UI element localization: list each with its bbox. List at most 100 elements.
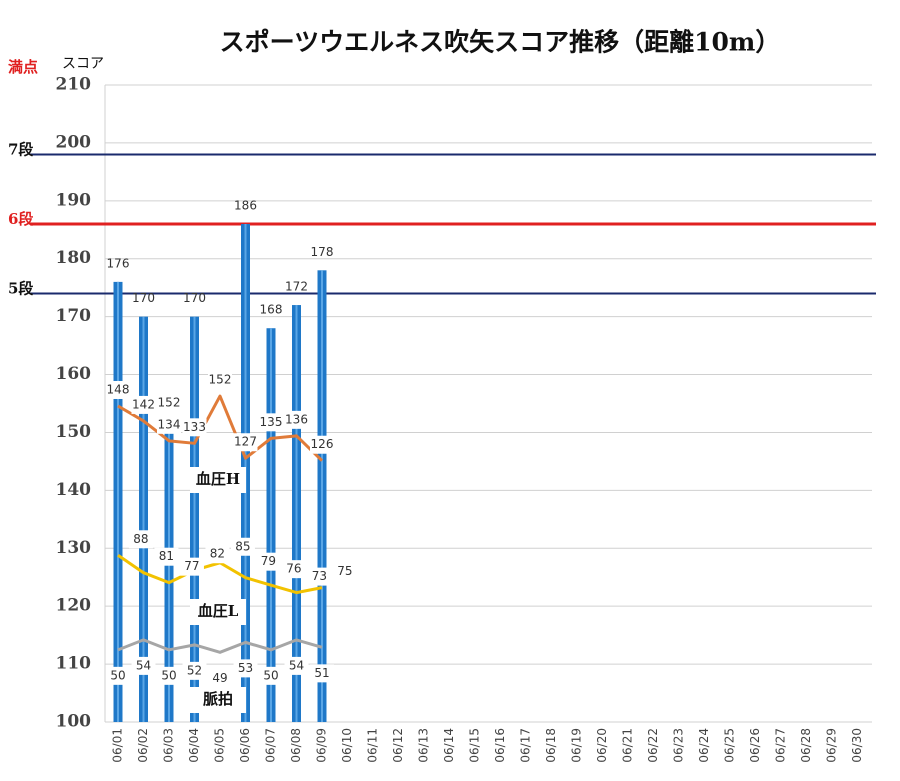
x-tick-label: 06/15 <box>468 728 482 763</box>
y-tick-label: 140 <box>56 480 92 500</box>
label-background <box>131 656 156 675</box>
line-value-label: 53 <box>238 661 253 675</box>
x-tick-label: 06/29 <box>825 728 839 763</box>
x-tick-label: 06/01 <box>111 728 125 763</box>
bar-value-label: 168 <box>260 303 283 317</box>
bar-highlight <box>117 281 119 722</box>
bar-highlight <box>270 328 272 722</box>
line-value-label: 142 <box>132 397 155 411</box>
x-tick-label: 06/08 <box>289 728 303 763</box>
series-name-background <box>190 467 246 493</box>
bar-value-label: 176 <box>107 256 130 270</box>
line-value-label: 136 <box>285 412 308 426</box>
series-name: 血圧H <box>196 470 240 488</box>
label-background <box>106 666 130 685</box>
x-tick-label: 06/22 <box>646 728 660 763</box>
line-value-label: 50 <box>110 668 125 682</box>
series-name-background <box>190 687 246 713</box>
x-tick-label: 06/02 <box>136 728 150 763</box>
y-tick-label: 120 <box>56 596 92 616</box>
label-background <box>233 433 258 452</box>
line-value-label: 54 <box>136 658 151 672</box>
bar-highlight <box>142 316 145 722</box>
label-background <box>259 413 283 432</box>
y-tick-label: 150 <box>56 422 92 442</box>
line-value-label: 133 <box>183 420 206 434</box>
label-background <box>106 380 130 399</box>
label-background <box>182 661 207 680</box>
line-value-label: 77 <box>184 559 199 573</box>
level-label: 5段 <box>8 279 33 297</box>
line-value-label: 73 <box>312 569 327 583</box>
y-tick-label: 170 <box>56 306 92 326</box>
level-label: 6段 <box>8 210 33 228</box>
line-value-label: 52 <box>187 663 202 677</box>
bar-value-label: 170 <box>183 291 206 305</box>
x-tick-label: 06/26 <box>748 728 762 763</box>
y-tick-label: 130 <box>56 538 92 558</box>
y-tick-label: 160 <box>56 364 92 384</box>
line-value-label: 75 <box>337 564 352 578</box>
x-tick-label: 06/13 <box>417 728 431 763</box>
label-background <box>284 656 309 675</box>
line-value-label: 126 <box>311 437 334 451</box>
label-background <box>131 395 156 414</box>
line-value-label: 49 <box>212 671 227 685</box>
line-value-label: 135 <box>260 415 283 429</box>
line-series <box>117 638 323 654</box>
y-tick-label: 100 <box>56 712 92 732</box>
line-value-label: 54 <box>289 658 304 672</box>
bar-highlight <box>295 305 298 722</box>
x-tick-label: 06/23 <box>672 728 686 763</box>
label-background <box>332 562 357 581</box>
y-tick-label: 200 <box>56 132 92 152</box>
x-tick-label: 06/27 <box>774 728 788 763</box>
label-background <box>154 547 179 566</box>
line-value-label: 79 <box>261 554 276 568</box>
line-series <box>117 394 324 462</box>
x-tick-label: 06/24 <box>697 728 711 763</box>
x-tick-label: 06/19 <box>570 728 584 763</box>
label-background <box>179 557 204 576</box>
label-background <box>205 545 230 564</box>
label-background <box>281 560 306 579</box>
x-tick-label: 06/18 <box>544 728 558 763</box>
bar-value-label: 178 <box>311 245 334 259</box>
x-tick-label: 06/04 <box>187 728 201 763</box>
x-tick-label: 06/09 <box>315 728 329 763</box>
label-background <box>157 666 181 685</box>
label-background <box>310 664 334 683</box>
label-background <box>208 669 232 688</box>
bar-value-label: 152 <box>158 395 181 409</box>
label-background <box>310 435 334 454</box>
y-tick-label: 190 <box>56 190 92 210</box>
bar-highlight <box>193 316 196 722</box>
line-value-label: 134 <box>158 417 181 431</box>
bar-highlight <box>321 270 323 722</box>
label-background <box>208 371 232 390</box>
label-background <box>233 659 258 678</box>
x-tick-label: 06/05 <box>213 728 227 763</box>
chart-title: スポーツウエルネス吹矢スコア推移（距離10m） <box>220 28 781 57</box>
line-value-label: 50 <box>161 668 176 682</box>
label-background <box>230 537 255 556</box>
max-label: 満点 <box>8 58 38 76</box>
line-value-label: 127 <box>234 435 257 449</box>
x-tick-label: 06/28 <box>799 728 813 763</box>
bar-highlight <box>168 420 170 722</box>
x-tick-label: 06/12 <box>391 728 405 763</box>
label-background <box>284 410 309 429</box>
series-name: 血圧L <box>198 602 239 620</box>
x-tick-label: 06/14 <box>442 728 456 763</box>
x-tick-label: 06/07 <box>264 728 278 763</box>
label-background <box>259 666 283 685</box>
y-tick-label: 210 <box>56 75 92 95</box>
y-tick-label: 180 <box>56 248 92 268</box>
x-tick-label: 06/20 <box>595 728 609 763</box>
x-tick-label: 06/03 <box>162 728 176 763</box>
x-tick-label: 06/17 <box>519 728 533 763</box>
x-tick-label: 06/16 <box>493 728 507 763</box>
line-value-label: 51 <box>314 666 329 680</box>
line-value-label: 76 <box>286 562 301 576</box>
